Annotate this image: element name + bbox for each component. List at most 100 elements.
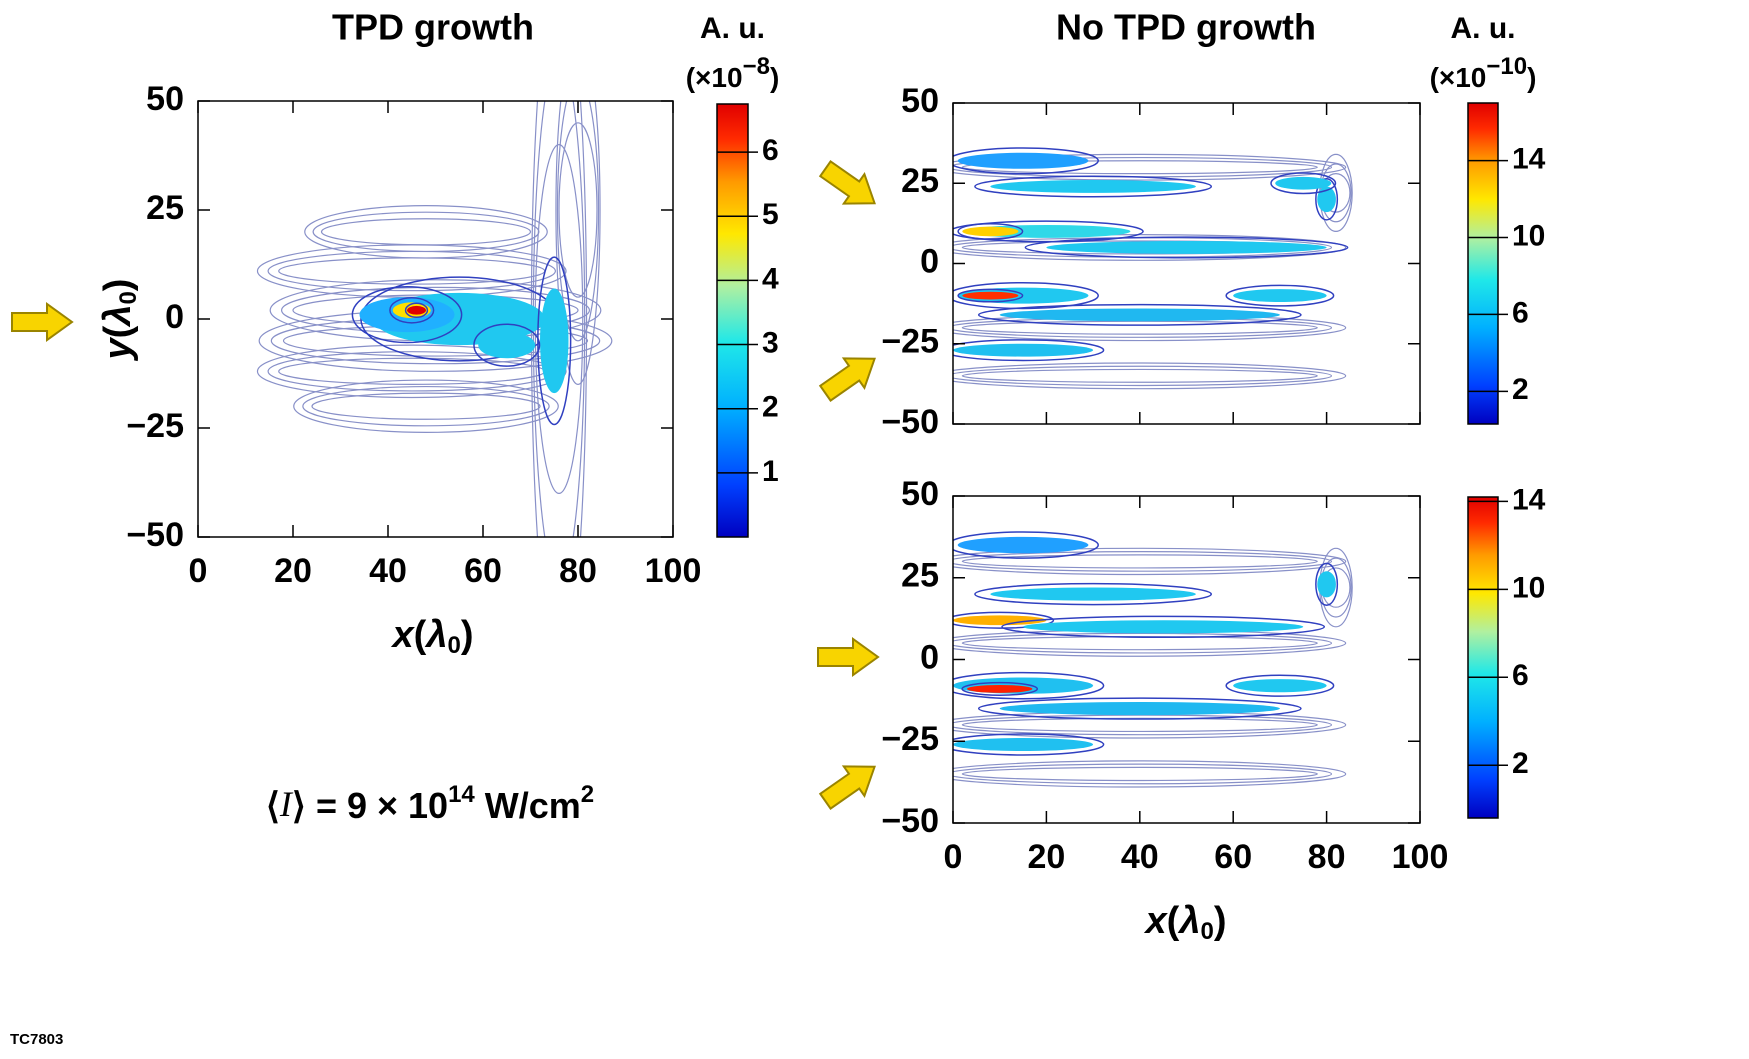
contour-fill [1317, 571, 1336, 598]
contour-line [304, 205, 548, 259]
colorbar-tick-label: 2 [762, 391, 779, 424]
colorbar-tick-label: 10 [1512, 571, 1545, 604]
text-part: (×10 [686, 62, 743, 93]
contour-line [977, 303, 1302, 326]
colorbar [1467, 102, 1499, 425]
contour-line [558, 122, 598, 298]
text-part: ( [97, 325, 139, 338]
y-tick-label: 0 [920, 242, 939, 280]
contour-line [953, 547, 1347, 576]
text-part: y [97, 336, 139, 361]
contour-line [961, 681, 1039, 696]
contour-line [1001, 615, 1326, 639]
contour-line [1270, 172, 1337, 195]
arrow [818, 160, 876, 205]
contour-line [953, 733, 1105, 756]
x-tick-label: 0 [944, 838, 963, 876]
contour-line [977, 697, 1302, 720]
contour-line [953, 550, 1332, 572]
x-tick-label: 100 [1392, 838, 1449, 876]
colorbar-tick-label: 6 [762, 134, 779, 167]
contour-line [537, 256, 572, 426]
arrow [817, 637, 880, 677]
contour-line [293, 379, 559, 433]
contour-fill [957, 152, 1089, 169]
contour-line [389, 296, 435, 324]
contour-line [961, 554, 1318, 569]
colorbar-tick-label: 2 [1512, 747, 1529, 780]
text-part: ) [770, 62, 779, 93]
text-part: ) [1214, 900, 1227, 942]
contour-line [1315, 562, 1339, 606]
colorbar-tick-label: 3 [762, 326, 779, 359]
contour-line [974, 582, 1213, 606]
contour-line [556, 101, 600, 342]
x-tick-label: 20 [1027, 838, 1065, 876]
contour-fill [540, 288, 569, 394]
contour-fill [999, 702, 1280, 716]
contour-fill [990, 180, 1196, 193]
contour-line [953, 671, 1105, 700]
colorbar-tick-label: 4 [762, 262, 779, 295]
chart-title: No TPD growth [1056, 7, 1316, 48]
x-tick-label: 60 [464, 552, 502, 590]
contour-fill [1233, 289, 1327, 303]
contour-line [351, 285, 463, 344]
contour-line [961, 636, 1318, 651]
y-tick-label: −25 [881, 720, 939, 758]
contour-line [302, 385, 550, 427]
text-part: ) [1527, 62, 1536, 93]
text-part: λ [97, 305, 139, 328]
text-part: ⟨ [266, 785, 280, 826]
contour-line [961, 368, 1318, 383]
text-part: ( [1167, 900, 1180, 942]
contour-line [256, 344, 567, 399]
text-part: 0 [1200, 918, 1213, 945]
contour-line [961, 320, 1318, 335]
x-tick-label: 20 [274, 552, 312, 590]
contour-fill [967, 685, 1033, 693]
contour-fill [953, 737, 1094, 752]
contour-line [1315, 178, 1339, 221]
contour-fill [407, 305, 426, 315]
text-part: x [391, 614, 416, 656]
contour-line [953, 147, 1099, 175]
contour-fill [1233, 679, 1327, 693]
y-tick-label: 0 [165, 298, 184, 336]
contour-line [953, 611, 1055, 629]
contour-fill [1275, 176, 1332, 190]
colorbar [1467, 496, 1499, 819]
contour-line [555, 101, 601, 385]
contour-fill [962, 291, 1019, 300]
x-tick-label: 100 [645, 552, 702, 590]
contour-line [953, 763, 1332, 785]
text-part: (×10 [1430, 62, 1487, 93]
y-axis-label: y(λ0) [97, 279, 142, 362]
intensity-label: ⟨I⟩ = 9 × 1014 W/cm2 [266, 781, 594, 825]
text-part: W/cm [475, 785, 581, 826]
x-axis-label: x(λ0) [1144, 900, 1227, 945]
colorbar-tick-label: 6 [1512, 296, 1529, 329]
contour-line [953, 760, 1347, 788]
colorbar-tick-label: 6 [1512, 659, 1529, 692]
y-tick-label: 50 [901, 82, 939, 120]
text-part: 14 [448, 781, 475, 808]
arrow [818, 765, 876, 810]
y-tick-label: −50 [881, 802, 939, 840]
contour-fill [962, 226, 1019, 237]
figure-id: TC7803 [10, 1031, 63, 1048]
x-tick-label: 60 [1214, 838, 1252, 876]
contour-fill [990, 587, 1196, 601]
arrow [11, 302, 74, 342]
text-part: ) [461, 614, 474, 656]
contour-line [961, 160, 1318, 175]
text-part: ) [97, 279, 139, 292]
contour-fill [957, 536, 1089, 554]
contour-fill [1046, 241, 1327, 254]
contour-fill [999, 308, 1280, 322]
contour-line [1225, 284, 1335, 307]
text-part: 0 [115, 291, 142, 304]
text-part: ( [414, 614, 427, 656]
y-tick-label: −50 [881, 403, 939, 441]
plot-frame [952, 102, 1421, 425]
